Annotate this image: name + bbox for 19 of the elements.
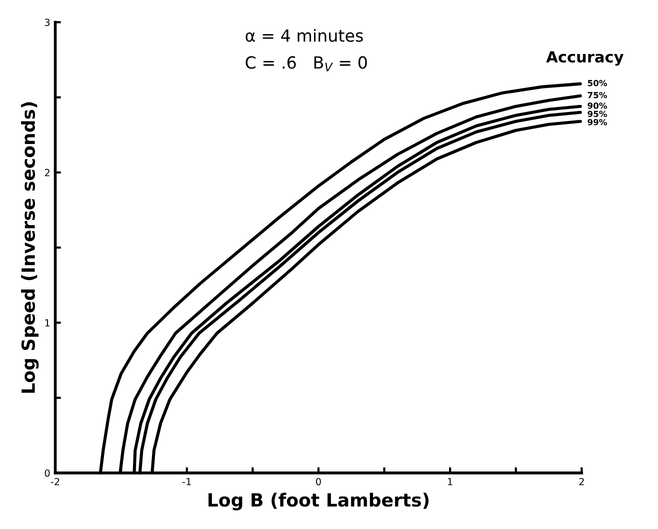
series-label: 90% [588, 102, 607, 109]
y-tick-label: 1 [45, 319, 50, 326]
legend-title: Accuracy [546, 51, 624, 66]
y-tick-label: 3 [44, 18, 50, 26]
annotation: C = .6 B$_{V}$ = 0 [246, 56, 367, 72]
x-tick-label: 0 [316, 478, 321, 486]
x-axis-title: Log B (foot Lamberts) [208, 492, 429, 510]
y-tick-label: 2 [44, 168, 50, 176]
series-label: 50% [588, 80, 607, 86]
series-label: 75% [588, 92, 607, 98]
y-axis-title: Log Speed (Inverse seconds) [21, 102, 39, 393]
series-label: 99% [588, 118, 607, 126]
x-tick-label: -2 [50, 478, 60, 486]
y-tick-label: 0 [44, 469, 50, 477]
x-tick-label: 1 [448, 478, 452, 486]
x-tick-label: -1 [182, 478, 191, 486]
x-tick-label: 2 [579, 478, 584, 486]
annotation: α = 4 minutes [246, 28, 363, 42]
series-label: 95% [588, 110, 607, 118]
